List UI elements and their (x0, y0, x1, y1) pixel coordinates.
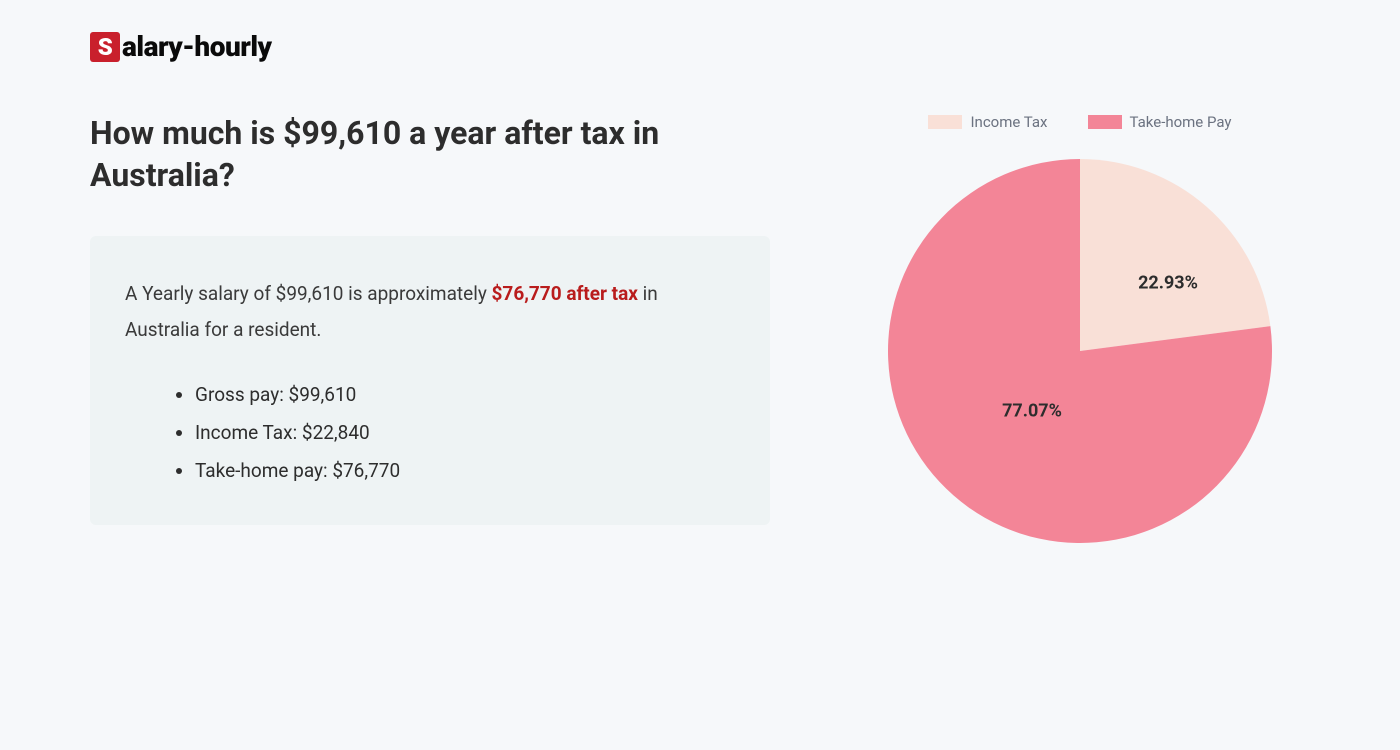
site-logo: Salary-hourly (90, 30, 1310, 63)
chart-legend: Income Tax Take-home Pay (928, 113, 1231, 131)
legend-swatch (1088, 115, 1122, 129)
summary-box: A Yearly salary of $99,610 is approximat… (90, 236, 770, 525)
list-item: Gross pay: $99,610 (195, 376, 735, 414)
logo-initial: S (90, 32, 120, 62)
summary-highlight: $76,770 after tax (492, 282, 638, 305)
pie-chart: 22.93% 77.07% (880, 151, 1280, 551)
text-column: How much is $99,610 a year after tax in … (90, 113, 770, 551)
legend-item-income-tax: Income Tax (928, 113, 1047, 131)
chart-column: Income Tax Take-home Pay 22.93% 77.07% (850, 113, 1310, 551)
list-item: Income Tax: $22,840 (195, 414, 735, 452)
legend-swatch (928, 115, 962, 129)
legend-item-take-home: Take-home Pay (1088, 113, 1232, 131)
pie-svg (880, 151, 1280, 551)
page-heading: How much is $99,610 a year after tax in … (90, 113, 770, 196)
summary-prefix: A Yearly salary of $99,610 is approximat… (125, 282, 492, 305)
logo-text: alary-hourly (122, 30, 272, 63)
list-item: Take-home pay: $76,770 (195, 452, 735, 490)
summary-sentence: A Yearly salary of $99,610 is approximat… (125, 276, 735, 348)
slice-label-income-tax: 22.93% (1138, 273, 1198, 294)
legend-label: Income Tax (970, 113, 1047, 131)
slice-label-take-home: 77.07% (1002, 401, 1062, 422)
legend-label: Take-home Pay (1130, 113, 1232, 131)
breakdown-list: Gross pay: $99,610 Income Tax: $22,840 T… (125, 376, 735, 490)
